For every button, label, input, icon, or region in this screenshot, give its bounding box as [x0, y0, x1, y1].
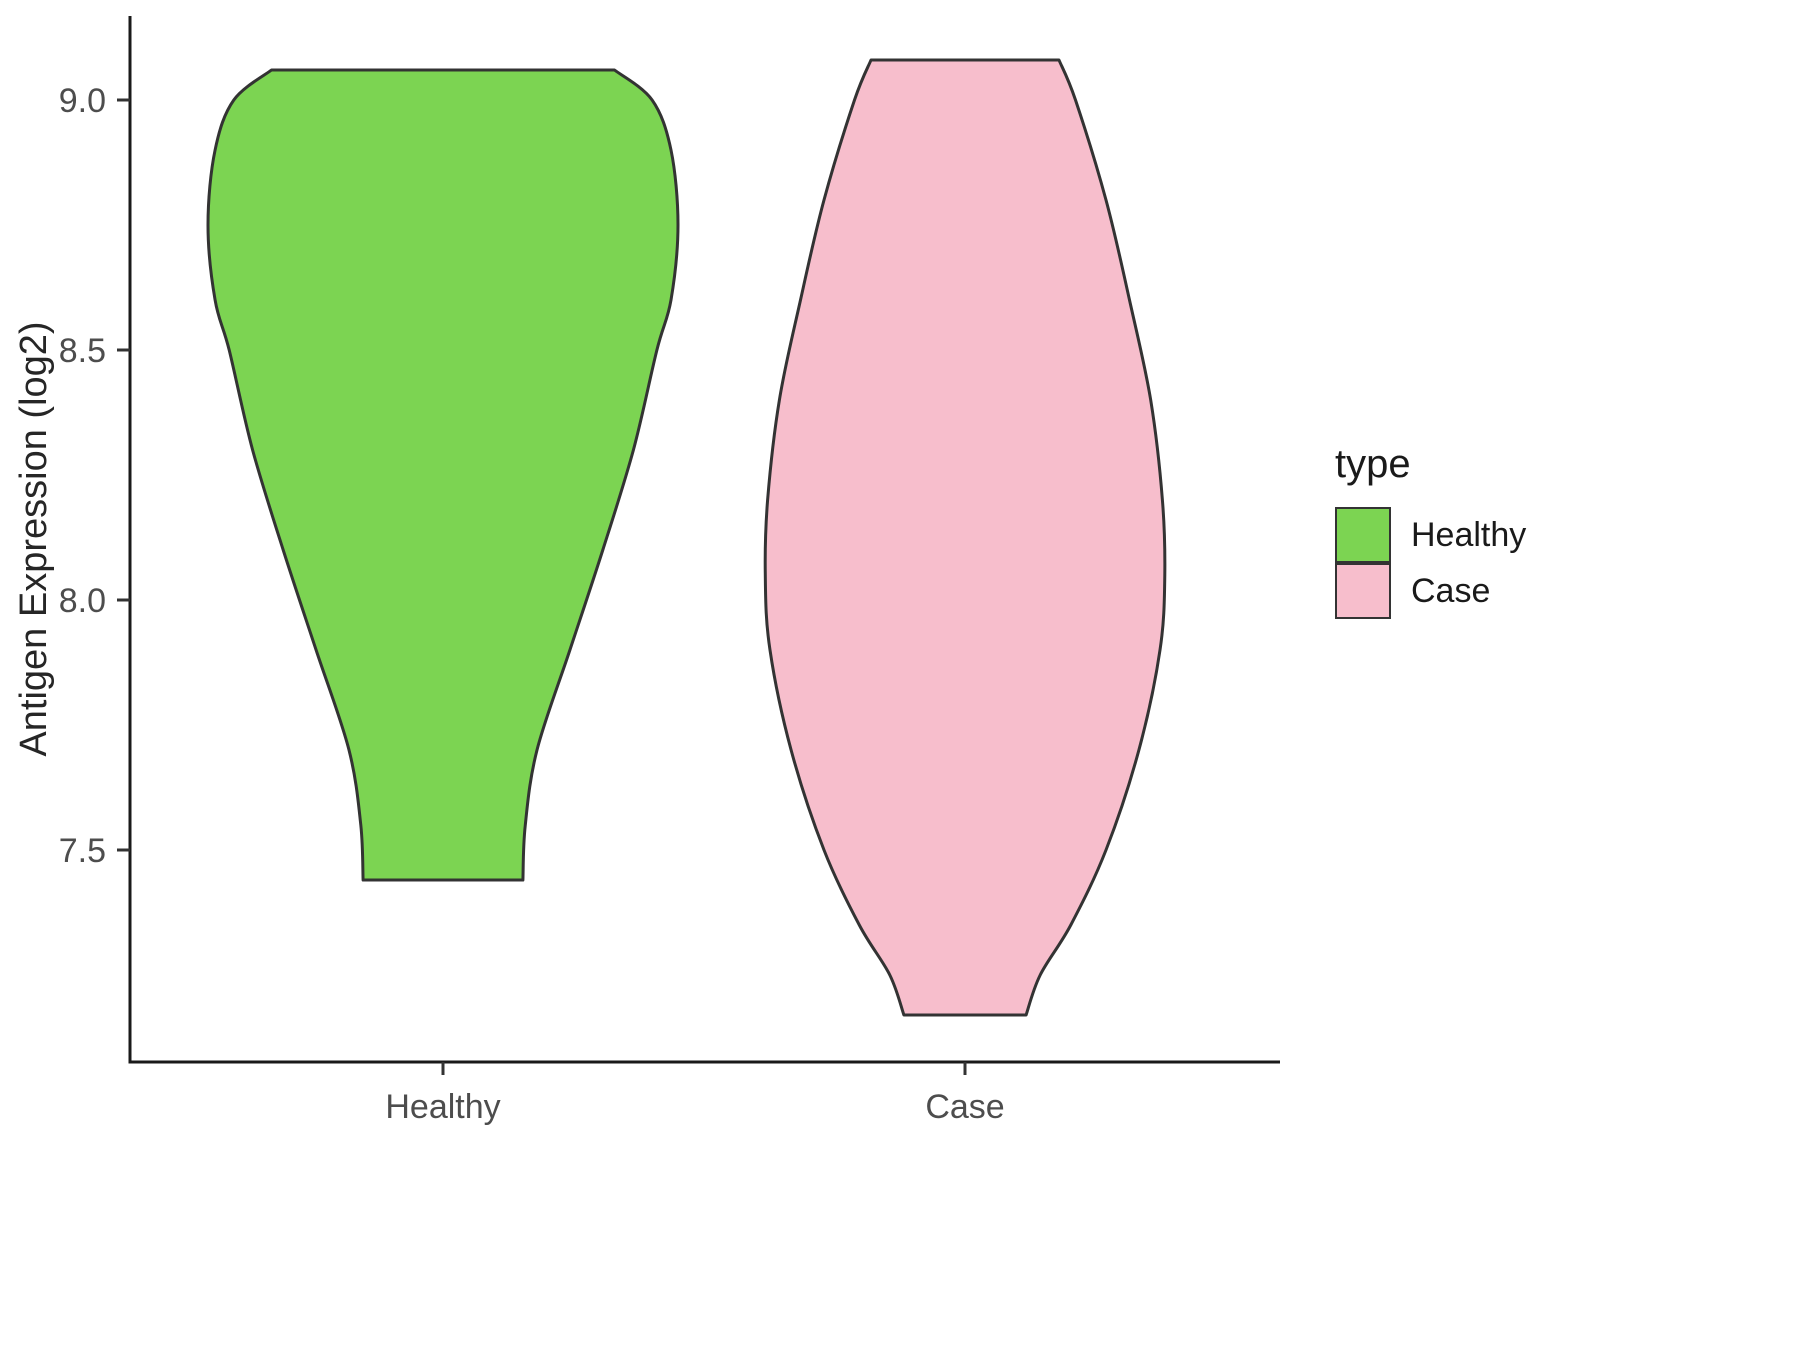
legend-title: type	[1335, 442, 1411, 486]
x-tick-label-case: Case	[925, 1088, 1004, 1126]
x-tick-label-healthy: Healthy	[385, 1088, 500, 1126]
violin-healthy	[206, 68, 680, 882]
legend-key-healthy-swatch	[1335, 507, 1391, 563]
y-tick-label: 8.0	[59, 582, 106, 620]
legend-entry-case: Case	[1335, 563, 1526, 619]
legend-label-healthy: Healthy	[1411, 515, 1527, 554]
legend: type Healthy Case	[1335, 442, 1526, 619]
y-tick-label: 9.0	[59, 82, 106, 120]
legend-entry-healthy: Healthy	[1335, 507, 1526, 563]
y-tick-label: 8.5	[59, 332, 106, 370]
y-axis-title: Antigen Expression (log2)	[13, 321, 55, 756]
y-tick-label: 7.5	[59, 832, 106, 870]
violin-case	[763, 58, 1167, 1017]
legend-key-case-swatch	[1335, 563, 1391, 619]
legend-label-case: Case	[1411, 571, 1491, 610]
